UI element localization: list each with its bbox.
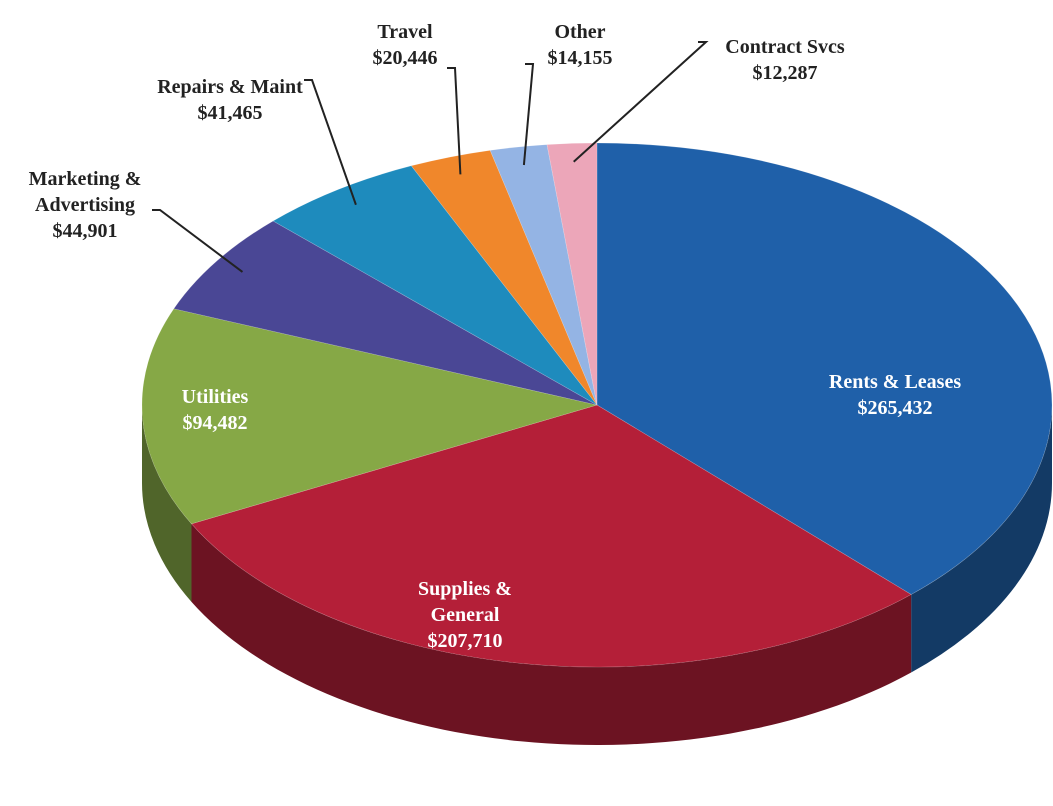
value-label: $12,287	[752, 62, 818, 84]
slice-label: Repairs & Maint $41,465	[157, 74, 303, 126]
category-label: Marketing & Advertising	[28, 168, 142, 216]
slice	[173, 220, 598, 406]
leader-line	[152, 209, 244, 273]
slice-side	[142, 405, 192, 602]
leader-line	[447, 67, 462, 175]
slice-label: Contract Svcs $12,287	[725, 34, 844, 86]
slice-side	[911, 405, 1052, 673]
slice	[190, 404, 912, 668]
category-label: Travel	[377, 21, 433, 43]
value-label: $41,465	[197, 102, 263, 124]
leader-line	[573, 41, 709, 163]
category-label: Rents & Leases	[828, 371, 962, 393]
value-label: $265,432	[857, 397, 933, 419]
slice	[596, 142, 1053, 595]
category-label: Other	[554, 21, 606, 43]
slice	[141, 308, 599, 525]
leader-line	[304, 79, 357, 206]
category-label: Supplies & General	[418, 578, 512, 626]
slice-label: Other $14,155	[548, 19, 613, 71]
slice-label: Supplies & General $207,710	[390, 576, 540, 654]
value-label: $94,482	[182, 412, 248, 434]
slice	[546, 142, 598, 406]
value-label: $207,710	[427, 630, 503, 652]
slice-side	[191, 523, 912, 746]
category-label: Repairs & Maint	[157, 76, 303, 98]
value-label: $14,155	[547, 47, 613, 69]
slice-label: Travel $20,446	[373, 19, 438, 71]
value-label: $20,446	[372, 47, 438, 69]
slice-label: Rents & Leases $265,432	[829, 369, 961, 421]
category-label: Utilities	[181, 386, 249, 408]
slice	[489, 144, 598, 406]
leader-line	[522, 63, 535, 166]
slice-label: Marketing & Advertising $44,901	[10, 166, 160, 244]
slice-label: Utilities $94,482	[182, 384, 249, 436]
value-label: $44,901	[52, 220, 118, 242]
slice	[272, 165, 598, 406]
slice	[410, 149, 598, 406]
category-label: Contract Svcs	[725, 36, 845, 58]
